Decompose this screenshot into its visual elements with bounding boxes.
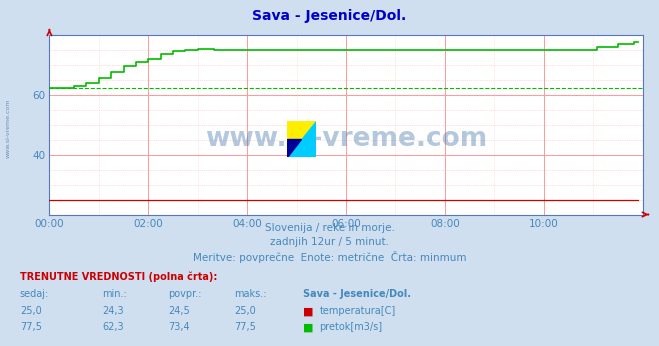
Text: maks.:: maks.: <box>234 289 266 299</box>
Text: Sava - Jesenice/Dol.: Sava - Jesenice/Dol. <box>252 9 407 22</box>
Text: min.:: min.: <box>102 289 127 299</box>
Text: Sava - Jesenice/Dol.: Sava - Jesenice/Dol. <box>303 289 411 299</box>
Text: povpr.:: povpr.: <box>168 289 202 299</box>
Polygon shape <box>287 121 316 157</box>
Text: sedaj:: sedaj: <box>20 289 49 299</box>
Text: Meritve: povprečne  Enote: metrične  Črta: minmum: Meritve: povprečne Enote: metrične Črta:… <box>192 251 467 263</box>
Text: 25,0: 25,0 <box>234 306 256 316</box>
Polygon shape <box>287 139 302 157</box>
Text: 77,5: 77,5 <box>234 322 256 333</box>
Text: ■: ■ <box>303 306 314 316</box>
Text: 24,5: 24,5 <box>168 306 190 316</box>
Text: Slovenija / reke in morje.: Slovenija / reke in morje. <box>264 223 395 233</box>
Text: ■: ■ <box>303 322 314 333</box>
Text: zadnjih 12ur / 5 minut.: zadnjih 12ur / 5 minut. <box>270 237 389 247</box>
Text: 25,0: 25,0 <box>20 306 42 316</box>
Polygon shape <box>287 121 316 157</box>
Text: 24,3: 24,3 <box>102 306 124 316</box>
Text: pretok[m3/s]: pretok[m3/s] <box>320 322 383 333</box>
Text: TRENUTNE VREDNOSTI (polna črta):: TRENUTNE VREDNOSTI (polna črta): <box>20 272 217 282</box>
Text: 62,3: 62,3 <box>102 322 124 333</box>
Text: www.si-vreme.com: www.si-vreme.com <box>5 98 11 158</box>
Text: 77,5: 77,5 <box>20 322 42 333</box>
Text: www.si-vreme.com: www.si-vreme.com <box>205 126 487 152</box>
Text: 73,4: 73,4 <box>168 322 190 333</box>
Text: temperatura[C]: temperatura[C] <box>320 306 396 316</box>
